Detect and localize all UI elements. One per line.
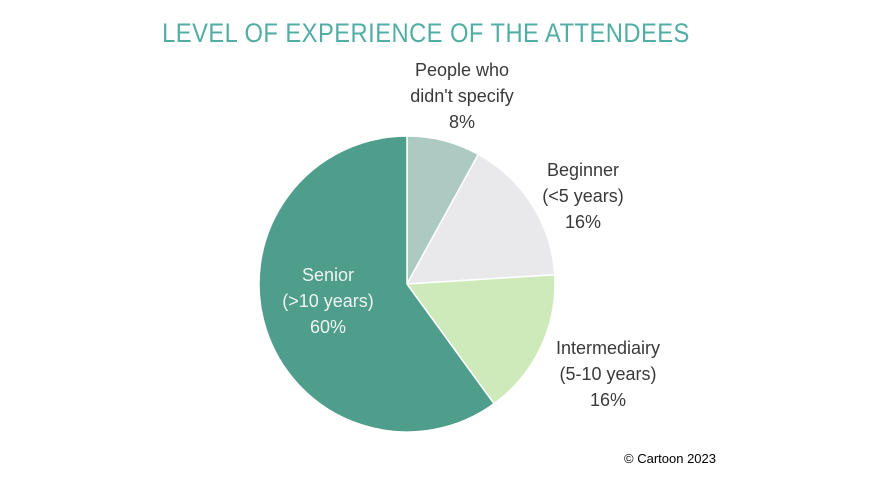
label-value: 16% bbox=[589, 390, 627, 410]
label-line: didn't specify bbox=[410, 86, 514, 106]
pie-slice-2 bbox=[406, 273, 556, 405]
pie-chart bbox=[257, 134, 557, 434]
label-line: (<5 years) bbox=[542, 186, 624, 206]
label-value: 60% bbox=[309, 317, 347, 337]
label-line: Intermediairy bbox=[555, 338, 661, 358]
label-line: People who bbox=[414, 60, 510, 80]
label-line: (>10 years) bbox=[282, 291, 374, 311]
pie-slice-3 bbox=[258, 135, 495, 433]
copyright-text: © Cartoon 2023 bbox=[624, 451, 716, 466]
pie-svg bbox=[258, 135, 556, 433]
label-line: Beginner bbox=[546, 160, 620, 180]
label-senior: Senior (>10 years) 60% bbox=[248, 262, 408, 340]
label-value: 16% bbox=[564, 212, 602, 232]
chart-title: LEVEL OF EXPERIENCE OF THE ATTENDEES bbox=[162, 18, 690, 48]
label-line: Senior bbox=[301, 265, 355, 285]
label-people-who-didnt-specify: People who didn't specify 8% bbox=[377, 57, 547, 135]
label-value: 8% bbox=[448, 112, 475, 132]
label-intermediairy: Intermediairy (5-10 years) 16% bbox=[518, 335, 698, 413]
pie-slice-1 bbox=[406, 153, 556, 285]
label-beginner: Beginner (<5 years) 16% bbox=[498, 157, 668, 235]
label-line: (5-10 years) bbox=[559, 364, 657, 384]
